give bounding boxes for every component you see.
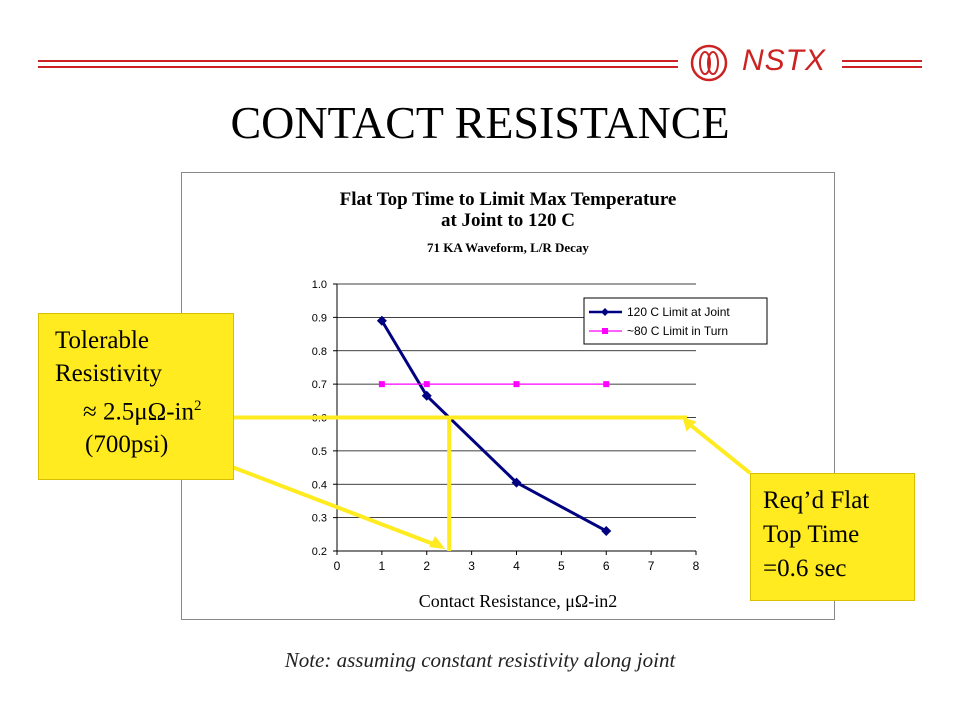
callout-right-line1: Req’d Flat [763,487,870,514]
y-tick-label: 0.7 [312,379,327,391]
callout-left-line2: Resistivity [55,360,162,387]
callout-right-line3: =0.6 sec [763,555,847,582]
data-point-1 [421,390,432,401]
x-tick-label: 2 [423,559,430,573]
left-arrow-head [429,536,446,549]
footnote: Note: assuming constant resistivity alon… [284,648,676,672]
data-point-2 [513,381,520,388]
chart-frame: Flat Top Time to Limit Max Temperature a… [181,172,835,620]
x-axis-label: Contact Resistance, μΩ-in2 [419,591,617,611]
x-tick-label: 6 [603,559,610,573]
x-tick-label: 4 [513,559,520,573]
logo-text: NSTX [742,44,827,77]
left-callout-arrow [231,465,442,549]
right-callout-arrow [687,421,752,475]
y-tick-label: 0.3 [312,513,327,525]
callout-left-line3-prefix: ≈ 2.5μΩ-in [83,398,194,426]
data-point-2 [603,381,610,388]
callout-right-line2: Top Time [763,521,860,548]
callout-required-time: Req’d Flat Top Time =0.6 sec [750,473,915,601]
chart-title-line2: at Joint to 120 C [441,210,575,231]
callout-left-line3-sup: 2 [193,398,202,414]
legend-label-2: ~80 C Limit in Turn [627,324,728,338]
callout-left-line4: (700psi) [85,431,169,459]
chart-svg: Flat Top Time to Limit Max Temperature a… [312,189,768,611]
chart-title-line1: Flat Top Time to Limit Max Temperature [340,189,677,210]
y-tick-label: 0.4 [312,479,327,491]
x-tick-label: 3 [468,559,475,573]
y-tick-label: 0.9 [312,312,327,324]
data-point-2 [378,381,385,388]
x-tick-label: 0 [334,559,341,573]
legend-marker-2 [602,328,608,334]
series-layer [376,315,612,536]
right-arrow-head [682,417,697,432]
chart-subtitle: 71 KA Waveform, L/R Decay [427,240,589,255]
callout-left-line1: Tolerable [55,327,150,354]
x-tick-label: 1 [379,559,386,573]
legend-marker-1 [601,308,609,316]
y-tick-label: 0.8 [312,346,327,358]
y-tick-label: 0.2 [312,546,327,558]
page-title: CONTACT RESISTANCE [230,97,730,148]
chart-legend: 120 C Limit at Joint ~80 C Limit in Turn [583,297,768,345]
data-point-2 [423,381,430,388]
y-tick-label: 1.0 [312,279,327,291]
callout-left-line3: ≈ 2.5μΩ-in2 [39,390,233,428]
legend-box [583,297,768,345]
data-point-1 [601,525,612,536]
y-tick-label: 0.5 [312,446,327,458]
legend-label-1: 120 C Limit at Joint [627,305,730,319]
header-rule-right-bottom [842,66,922,68]
x-tick-label: 5 [558,559,565,573]
x-tick-label: 7 [648,559,655,573]
x-tick-label: 8 [693,559,700,573]
nstx-logo-icon [690,44,728,82]
header-rule-right-top [842,60,922,62]
series-line-1 [380,319,607,533]
data-point-1 [376,315,387,326]
header-rule-left-top [38,60,678,62]
callout-tolerable-resistivity: Tolerable Resistivity ≈ 2.5μΩ-in2 (700ps… [38,313,234,480]
header-rule-left-bottom [38,66,678,68]
data-point-1 [511,477,522,488]
